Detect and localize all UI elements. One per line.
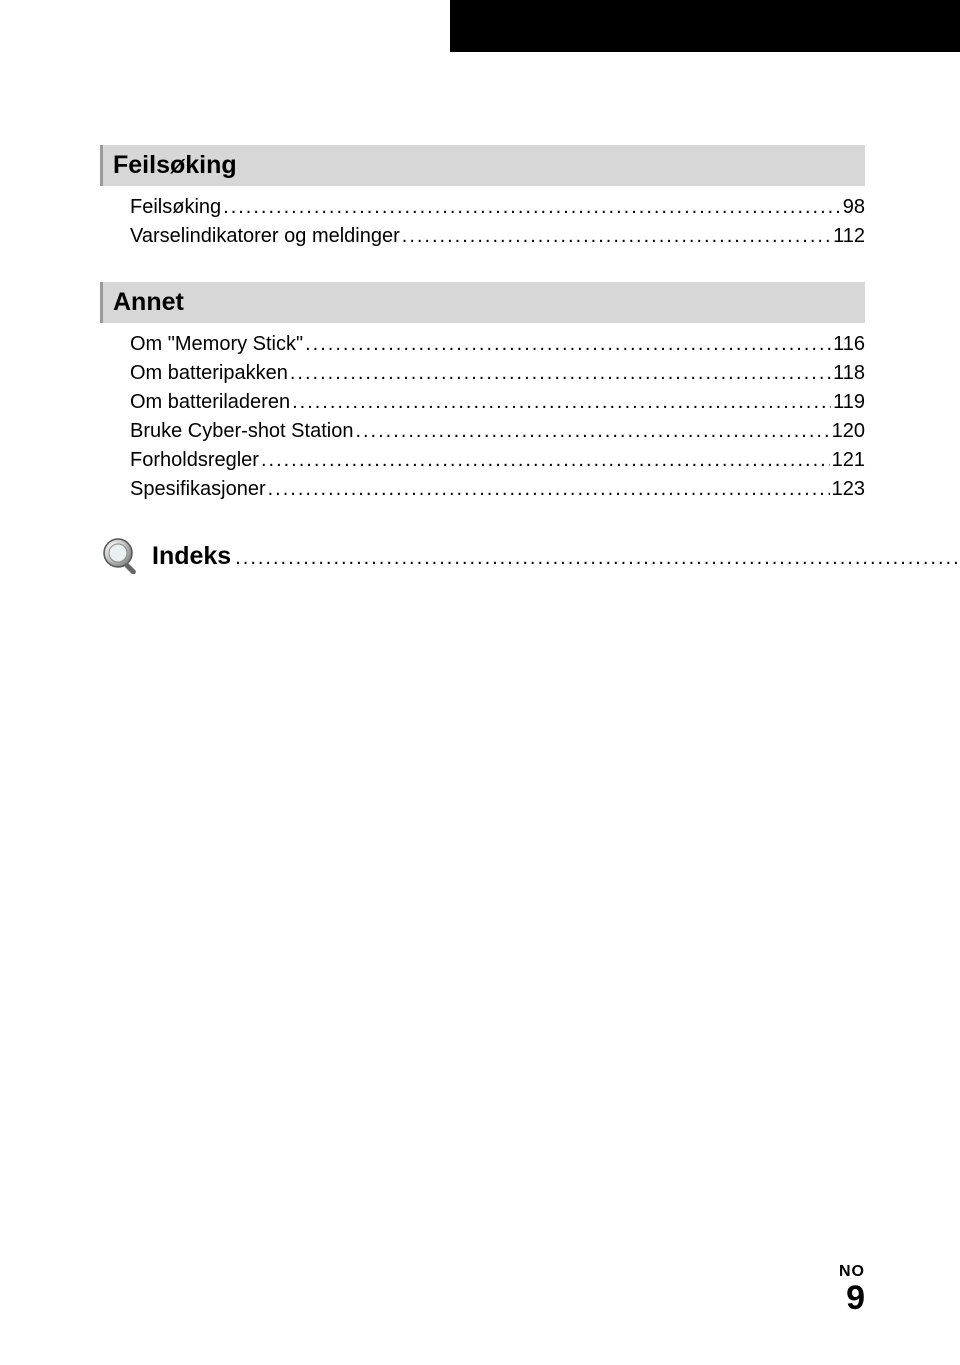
toc-row: Spesifikasjoner ........................…: [130, 478, 865, 501]
toc-page: 112: [833, 225, 865, 248]
footer-page-number: 9: [839, 1281, 865, 1315]
page: Feilsøking Feilsøking ..................…: [0, 0, 960, 1365]
indeks-row: Indeks .................................…: [100, 535, 865, 577]
toc-page: 98: [843, 196, 865, 219]
toc-label: Om batteripakken: [130, 362, 288, 385]
toc-list-feilsoking: Feilsøking .............................…: [130, 196, 865, 248]
toc-label: Forholdsregler: [130, 449, 259, 472]
toc-dots: ........................................…: [355, 420, 829, 443]
toc-label: Feilsøking: [130, 196, 221, 219]
toc-row: Om "Memory Stick" ......................…: [130, 333, 865, 356]
toc-dots: ........................................…: [292, 391, 831, 414]
toc-list-annet: Om "Memory Stick" ......................…: [130, 333, 865, 501]
section-title: Annet: [113, 288, 184, 316]
toc-page: 120: [832, 420, 865, 443]
toc-page: 123: [832, 478, 865, 501]
toc-label: Om batteriladeren: [130, 391, 290, 414]
toc-page: 116: [833, 333, 865, 356]
section-heading-annet: Annet: [100, 282, 865, 323]
toc-dots: ........................................…: [290, 362, 831, 385]
toc-page: 121: [832, 449, 865, 472]
toc-content: Feilsøking Feilsøking ..................…: [100, 145, 865, 577]
toc-dots: ........................................…: [235, 547, 960, 570]
toc-dots: ........................................…: [268, 478, 830, 501]
toc-label: Spesifikasjoner: [130, 478, 266, 501]
toc-label: Varselindikatorer og meldinger: [130, 225, 400, 248]
toc-dots: ........................................…: [402, 225, 831, 248]
toc-page: 119: [833, 391, 865, 414]
toc-row: Forholdsregler .........................…: [130, 449, 865, 472]
magnifier-icon: [100, 535, 142, 577]
toc-dots: ........................................…: [305, 333, 831, 356]
page-footer: NO 9: [839, 1263, 865, 1315]
toc-page: 118: [833, 362, 865, 385]
toc-row: Om batteripakken .......................…: [130, 362, 865, 385]
toc-row: Varselindikatorer og meldinger .........…: [130, 225, 865, 248]
toc-label: Om "Memory Stick": [130, 333, 303, 356]
toc-row: Bruke Cyber-shot Station ...............…: [130, 420, 865, 443]
toc-dots: ........................................…: [223, 196, 841, 219]
indeks-line: Indeks .................................…: [152, 542, 960, 571]
section-heading-feilsoking: Feilsøking: [100, 145, 865, 186]
toc-dots: ........................................…: [261, 449, 830, 472]
indeks-title: Indeks: [152, 542, 231, 571]
toc-row: Feilsøking .............................…: [130, 196, 865, 219]
toc-label: Bruke Cyber-shot Station: [130, 420, 353, 443]
top-black-bar: [450, 0, 960, 52]
section-title: Feilsøking: [113, 151, 237, 179]
toc-row: Om batteriladeren ......................…: [130, 391, 865, 414]
